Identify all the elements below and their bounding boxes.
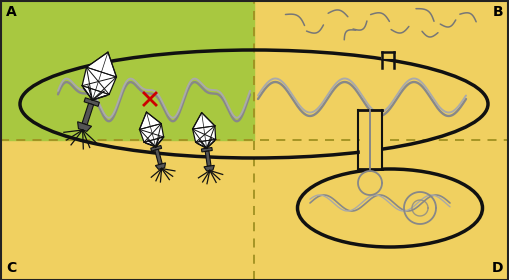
Polygon shape bbox=[151, 145, 162, 151]
Polygon shape bbox=[205, 151, 211, 166]
Polygon shape bbox=[202, 148, 212, 152]
Polygon shape bbox=[360, 111, 380, 168]
Text: A: A bbox=[6, 5, 17, 19]
Polygon shape bbox=[155, 163, 165, 169]
Polygon shape bbox=[139, 112, 163, 147]
Text: D: D bbox=[492, 261, 503, 275]
Polygon shape bbox=[77, 122, 92, 131]
Polygon shape bbox=[82, 103, 94, 125]
Bar bbox=[0, 0, 254, 140]
Polygon shape bbox=[84, 98, 99, 106]
Polygon shape bbox=[82, 52, 117, 100]
Polygon shape bbox=[204, 165, 214, 171]
Polygon shape bbox=[192, 113, 216, 148]
Text: C: C bbox=[6, 261, 16, 275]
Polygon shape bbox=[155, 149, 162, 165]
Text: B: B bbox=[492, 5, 503, 19]
